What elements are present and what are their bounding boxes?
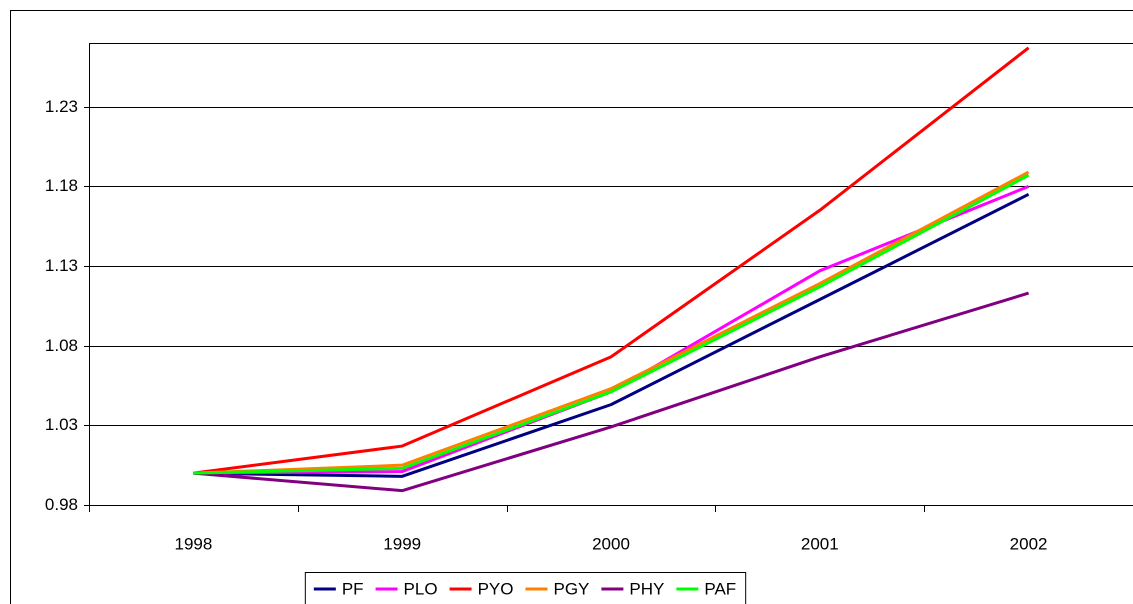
legend-item: PLO <box>375 579 438 598</box>
legend-item: PYO <box>449 579 514 598</box>
series-line <box>193 173 1030 475</box>
legend-item: PF <box>313 579 364 598</box>
series-line <box>193 170 1030 475</box>
x-tick-label: 2000 <box>592 534 630 553</box>
legend-item: PHY <box>601 579 664 598</box>
y-tick-label: 1.03 <box>45 415 78 434</box>
legend: PF PLO PYO PGY PHY PAF <box>304 572 747 604</box>
series-line <box>193 291 1030 493</box>
legend-label: PHY <box>629 579 664 598</box>
x-tick-label: 2001 <box>801 534 839 553</box>
series-line <box>193 193 1030 478</box>
y-tick-label: 0.98 <box>45 495 78 514</box>
legend-label: PF <box>342 579 364 598</box>
x-tick-label: 1998 <box>174 534 212 553</box>
legend-item: PGY <box>525 579 589 598</box>
series-line <box>193 46 1030 475</box>
legend-label: PLO <box>404 579 438 598</box>
y-tick-label: 1.23 <box>45 97 78 116</box>
x-tick-label: 1999 <box>383 534 421 553</box>
legend-label: PAF <box>704 579 736 598</box>
y-tick-label: 1.18 <box>45 176 78 195</box>
y-tick-label: 1.13 <box>45 256 78 275</box>
y-tick-label: 1.08 <box>45 336 78 355</box>
legend-label: PGY <box>553 579 589 598</box>
legend-item: PAF <box>676 579 736 598</box>
x-tick-label: 2002 <box>1010 534 1048 553</box>
legend-label: PYO <box>478 579 514 598</box>
chart-frame <box>10 10 1133 604</box>
